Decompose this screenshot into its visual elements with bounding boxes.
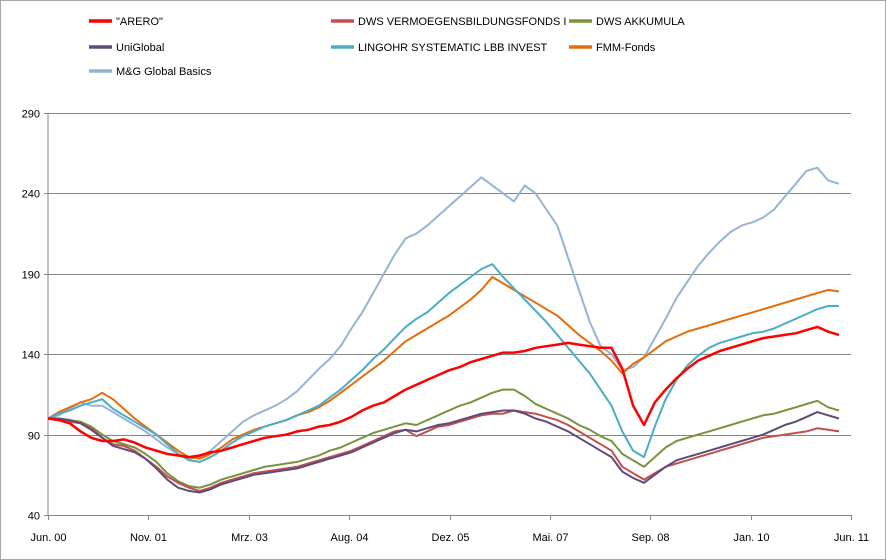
x-tick-label: Jan. 10 [733, 532, 769, 544]
legend-label: LINGOHR SYSTEMATIC LBB INVEST [358, 42, 548, 54]
series-line [47, 409, 840, 492]
legend-item: DWS VERMOEGENSBILDUNGSFONDS I [331, 16, 566, 28]
y-tick-label: 240 [22, 189, 40, 201]
legend-label: M&G Global Basics [116, 66, 212, 78]
gridlines [48, 113, 851, 436]
x-tick-label: Aug. 04 [331, 532, 369, 544]
legend-item: FMM-Fonds [569, 42, 656, 54]
legend-item: DWS AKKUMULA [569, 16, 685, 28]
series-lines [47, 166, 840, 494]
legend-item: UniGlobal [89, 42, 164, 54]
series-line [47, 276, 840, 460]
legend-label: DWS VERMOEGENSBILDUNGSFONDS I [358, 16, 566, 28]
legend-label: UniGlobal [116, 42, 164, 54]
legend: "ARERO" DWS VERMOEGENSBILDUNGSFONDS I DWS … [89, 16, 685, 78]
y-tick-label: 190 [22, 270, 40, 282]
legend-item: "ARERO" [89, 16, 163, 28]
y-tick-label: 140 [22, 350, 40, 362]
series-line [48, 409, 840, 494]
x-tick-label: Mai. 07 [532, 532, 568, 544]
series-line [47, 166, 840, 460]
y-tick-label: 290 [22, 109, 40, 121]
y-axis: 40 90 140 190 240 290 [22, 109, 49, 523]
series-line [47, 263, 839, 463]
series-line [48, 388, 840, 489]
legend-item: LINGOHR SYSTEMATIC LBB INVEST [331, 42, 548, 54]
series-line [47, 325, 840, 459]
x-axis: Jun. 00 Nov. 01 Mrz. 03 Aug. 04 Dez. 05 Mai. … [30, 515, 869, 544]
y-tick-label: 90 [28, 431, 40, 443]
legend-label: FMM-Fonds [596, 42, 656, 54]
legend-label: DWS AKKUMULA [596, 16, 685, 28]
legend-item: M&G Global Basics [89, 66, 212, 78]
x-tick-label: Jun. 11 [834, 532, 869, 544]
x-tick-label: Sep. 08 [632, 532, 670, 544]
x-tick-label: Mrz. 03 [231, 532, 268, 544]
y-tick-label: 40 [28, 511, 40, 523]
x-tick-label: Dez. 05 [432, 532, 470, 544]
x-tick-label: Jun. 00 [30, 532, 66, 544]
x-tick-label: Nov. 01 [130, 532, 167, 544]
legend-label: "ARERO" [116, 16, 163, 28]
